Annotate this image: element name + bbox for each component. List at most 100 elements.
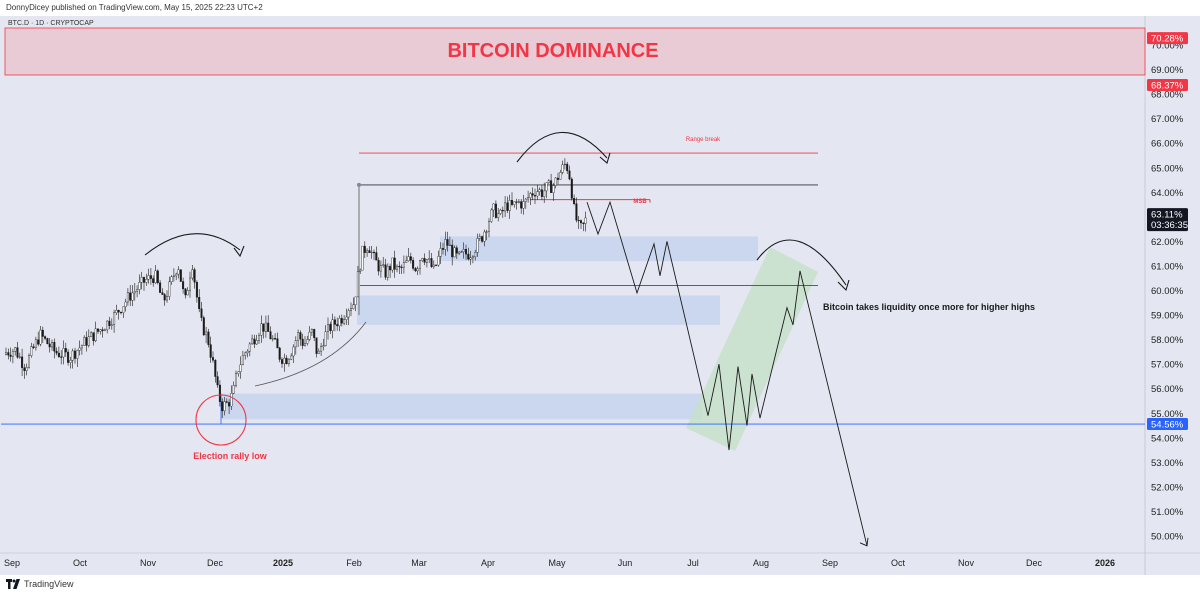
- candle-body: [361, 245, 364, 271]
- candle-body: [409, 256, 412, 261]
- candle-body: [432, 264, 435, 267]
- candle-body: [175, 273, 178, 277]
- candle-body: [237, 371, 240, 374]
- candle-body: [94, 328, 97, 342]
- candle-body: [78, 347, 81, 351]
- y-tick-label: 55.00%: [1151, 409, 1184, 420]
- candle-body: [262, 323, 265, 332]
- candle-body: [202, 317, 205, 336]
- x-tick-label: Oct: [891, 558, 906, 568]
- candle-body: [73, 350, 76, 359]
- candle-body: [474, 252, 477, 258]
- symbol-label: BTC.D · 1D · CRYPTOCAP: [8, 20, 94, 27]
- candle-body: [379, 265, 382, 272]
- projection-arrowhead: [859, 537, 869, 547]
- candle-body: [513, 201, 516, 205]
- candle-body: [188, 277, 191, 291]
- demand-zone: [440, 236, 758, 262]
- candle-body: [163, 294, 166, 301]
- x-tick-label: Sep: [4, 558, 20, 568]
- curved-arrow-left: [144, 233, 241, 256]
- current-price-badge: [1147, 208, 1188, 232]
- candle-body: [297, 332, 300, 341]
- candle-body: [529, 193, 532, 198]
- candle-body: [221, 401, 224, 412]
- candle-body: [241, 355, 244, 365]
- candle-body: [580, 220, 583, 224]
- candle-body: [18, 356, 21, 358]
- candle-body: [136, 289, 139, 292]
- candle-body: [444, 239, 447, 250]
- candle-body: [428, 258, 431, 260]
- time-axis-background: [0, 553, 1200, 575]
- candle-body: [517, 201, 520, 203]
- candle-body: [117, 310, 120, 313]
- curved-arrow-top-head: [599, 152, 611, 164]
- y-tick-label: 53.00%: [1151, 458, 1184, 469]
- candle-body: [515, 201, 518, 203]
- curved-arrow-top: [516, 131, 608, 163]
- x-tick-label: Mar: [411, 558, 427, 568]
- candle-body: [501, 209, 504, 212]
- candle-body: [543, 190, 546, 197]
- candle-body: [156, 270, 159, 284]
- candle-body: [460, 251, 463, 253]
- candle-body: [315, 337, 318, 354]
- curved-arrow-left-head: [233, 245, 245, 258]
- candle-body: [115, 310, 118, 313]
- candle-body: [281, 359, 284, 364]
- candle-body: [90, 332, 93, 337]
- y-tick-label: 51.00%: [1151, 507, 1184, 518]
- x-tick-label: Feb: [346, 558, 362, 568]
- candle-body: [179, 269, 182, 282]
- price-badge-label: 54.56%: [1151, 420, 1184, 431]
- curved-arrow-right: [756, 239, 847, 286]
- candle-body: [527, 197, 530, 200]
- candle-body: [193, 269, 196, 283]
- candle-body: [246, 350, 249, 354]
- candle-body: [138, 282, 141, 290]
- publisher-info: DonnyDicey published on TradingView.com,…: [6, 3, 263, 12]
- candle-body: [182, 281, 185, 290]
- candle-body: [258, 335, 261, 341]
- candle-body: [462, 249, 465, 252]
- y-tick-label: 54.00%: [1151, 433, 1184, 444]
- countdown-label: 03:36:35: [1151, 220, 1188, 231]
- candle-body: [375, 252, 378, 261]
- candle-body: [458, 251, 461, 254]
- candle-body: [267, 322, 270, 332]
- candle-body: [11, 351, 14, 357]
- candle-body: [230, 393, 233, 407]
- candle-body: [398, 265, 401, 268]
- candle-body: [195, 282, 198, 298]
- liquidity-annotation: Bitcoin takes liquidity once more for hi…: [823, 302, 1035, 312]
- candle-body: [508, 200, 511, 211]
- candle-body: [216, 376, 219, 386]
- footer: TradingView: [0, 575, 1200, 593]
- y-tick-label: 68.00%: [1151, 90, 1184, 101]
- candle-body: [451, 244, 454, 258]
- candle-body: [469, 257, 472, 260]
- demand-zone: [357, 295, 720, 325]
- candle-body: [285, 357, 288, 365]
- candle-body: [234, 373, 237, 386]
- candle-body: [21, 356, 24, 368]
- candle-body: [165, 296, 168, 301]
- candle-body: [465, 249, 468, 255]
- candle-body: [391, 257, 394, 271]
- candle-body: [25, 366, 28, 371]
- candle-body: [106, 320, 109, 331]
- candle-body: [103, 329, 106, 332]
- candle-body: [405, 260, 408, 263]
- candle-body: [570, 178, 573, 199]
- candle-body: [124, 301, 127, 308]
- candle-body: [478, 236, 481, 239]
- candle-body: [71, 350, 74, 361]
- candle-body: [129, 292, 132, 301]
- x-tick-label: 2025: [273, 558, 293, 568]
- candle-body: [198, 297, 201, 310]
- candle-body: [205, 331, 208, 336]
- candle-body: [251, 338, 254, 345]
- price-badge-label: 70.28%: [1151, 34, 1184, 45]
